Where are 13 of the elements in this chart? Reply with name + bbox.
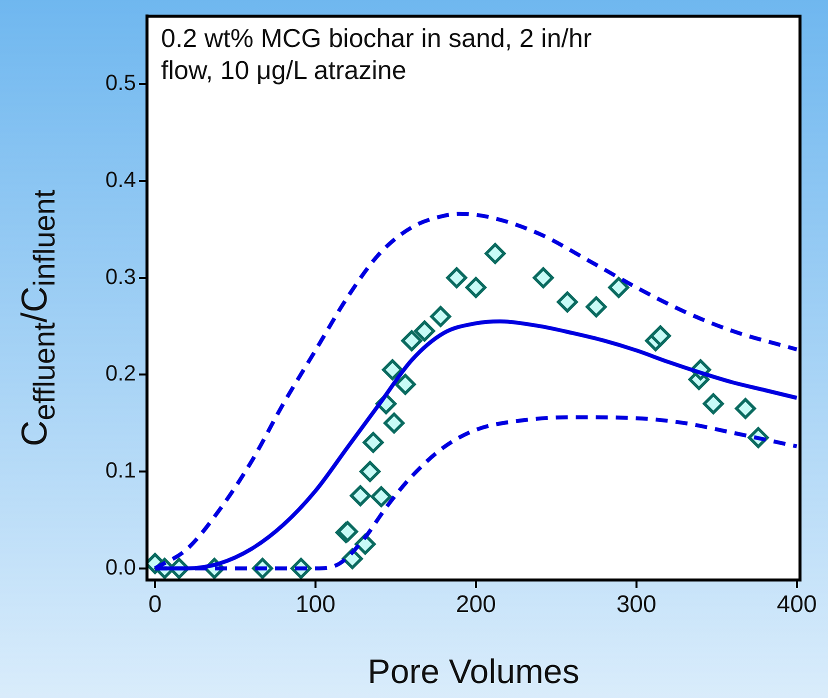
y-tick-label: 0.1	[105, 458, 136, 483]
y-tick-label: 0.5	[105, 70, 136, 96]
y-tick-label: 0.4	[105, 166, 136, 192]
y-tick-label: 0.3	[105, 264, 136, 289]
x-tick-label: 400	[776, 591, 817, 618]
x-tick-label: 200	[456, 591, 496, 618]
x-tick-label: 100	[295, 591, 336, 618]
x-axis-title: Pore Volumes	[368, 652, 580, 691]
y-tick-label: 0.2	[105, 360, 136, 386]
x-tick-label: 0	[148, 591, 162, 618]
y-tick-label: 0.0	[105, 554, 136, 580]
annotation: 0.2 wt% MCG biochar in sand, 2 in/hr flow, 10 μg/L atrazine	[161, 22, 593, 86]
x-tick-label: 300	[616, 591, 656, 618]
